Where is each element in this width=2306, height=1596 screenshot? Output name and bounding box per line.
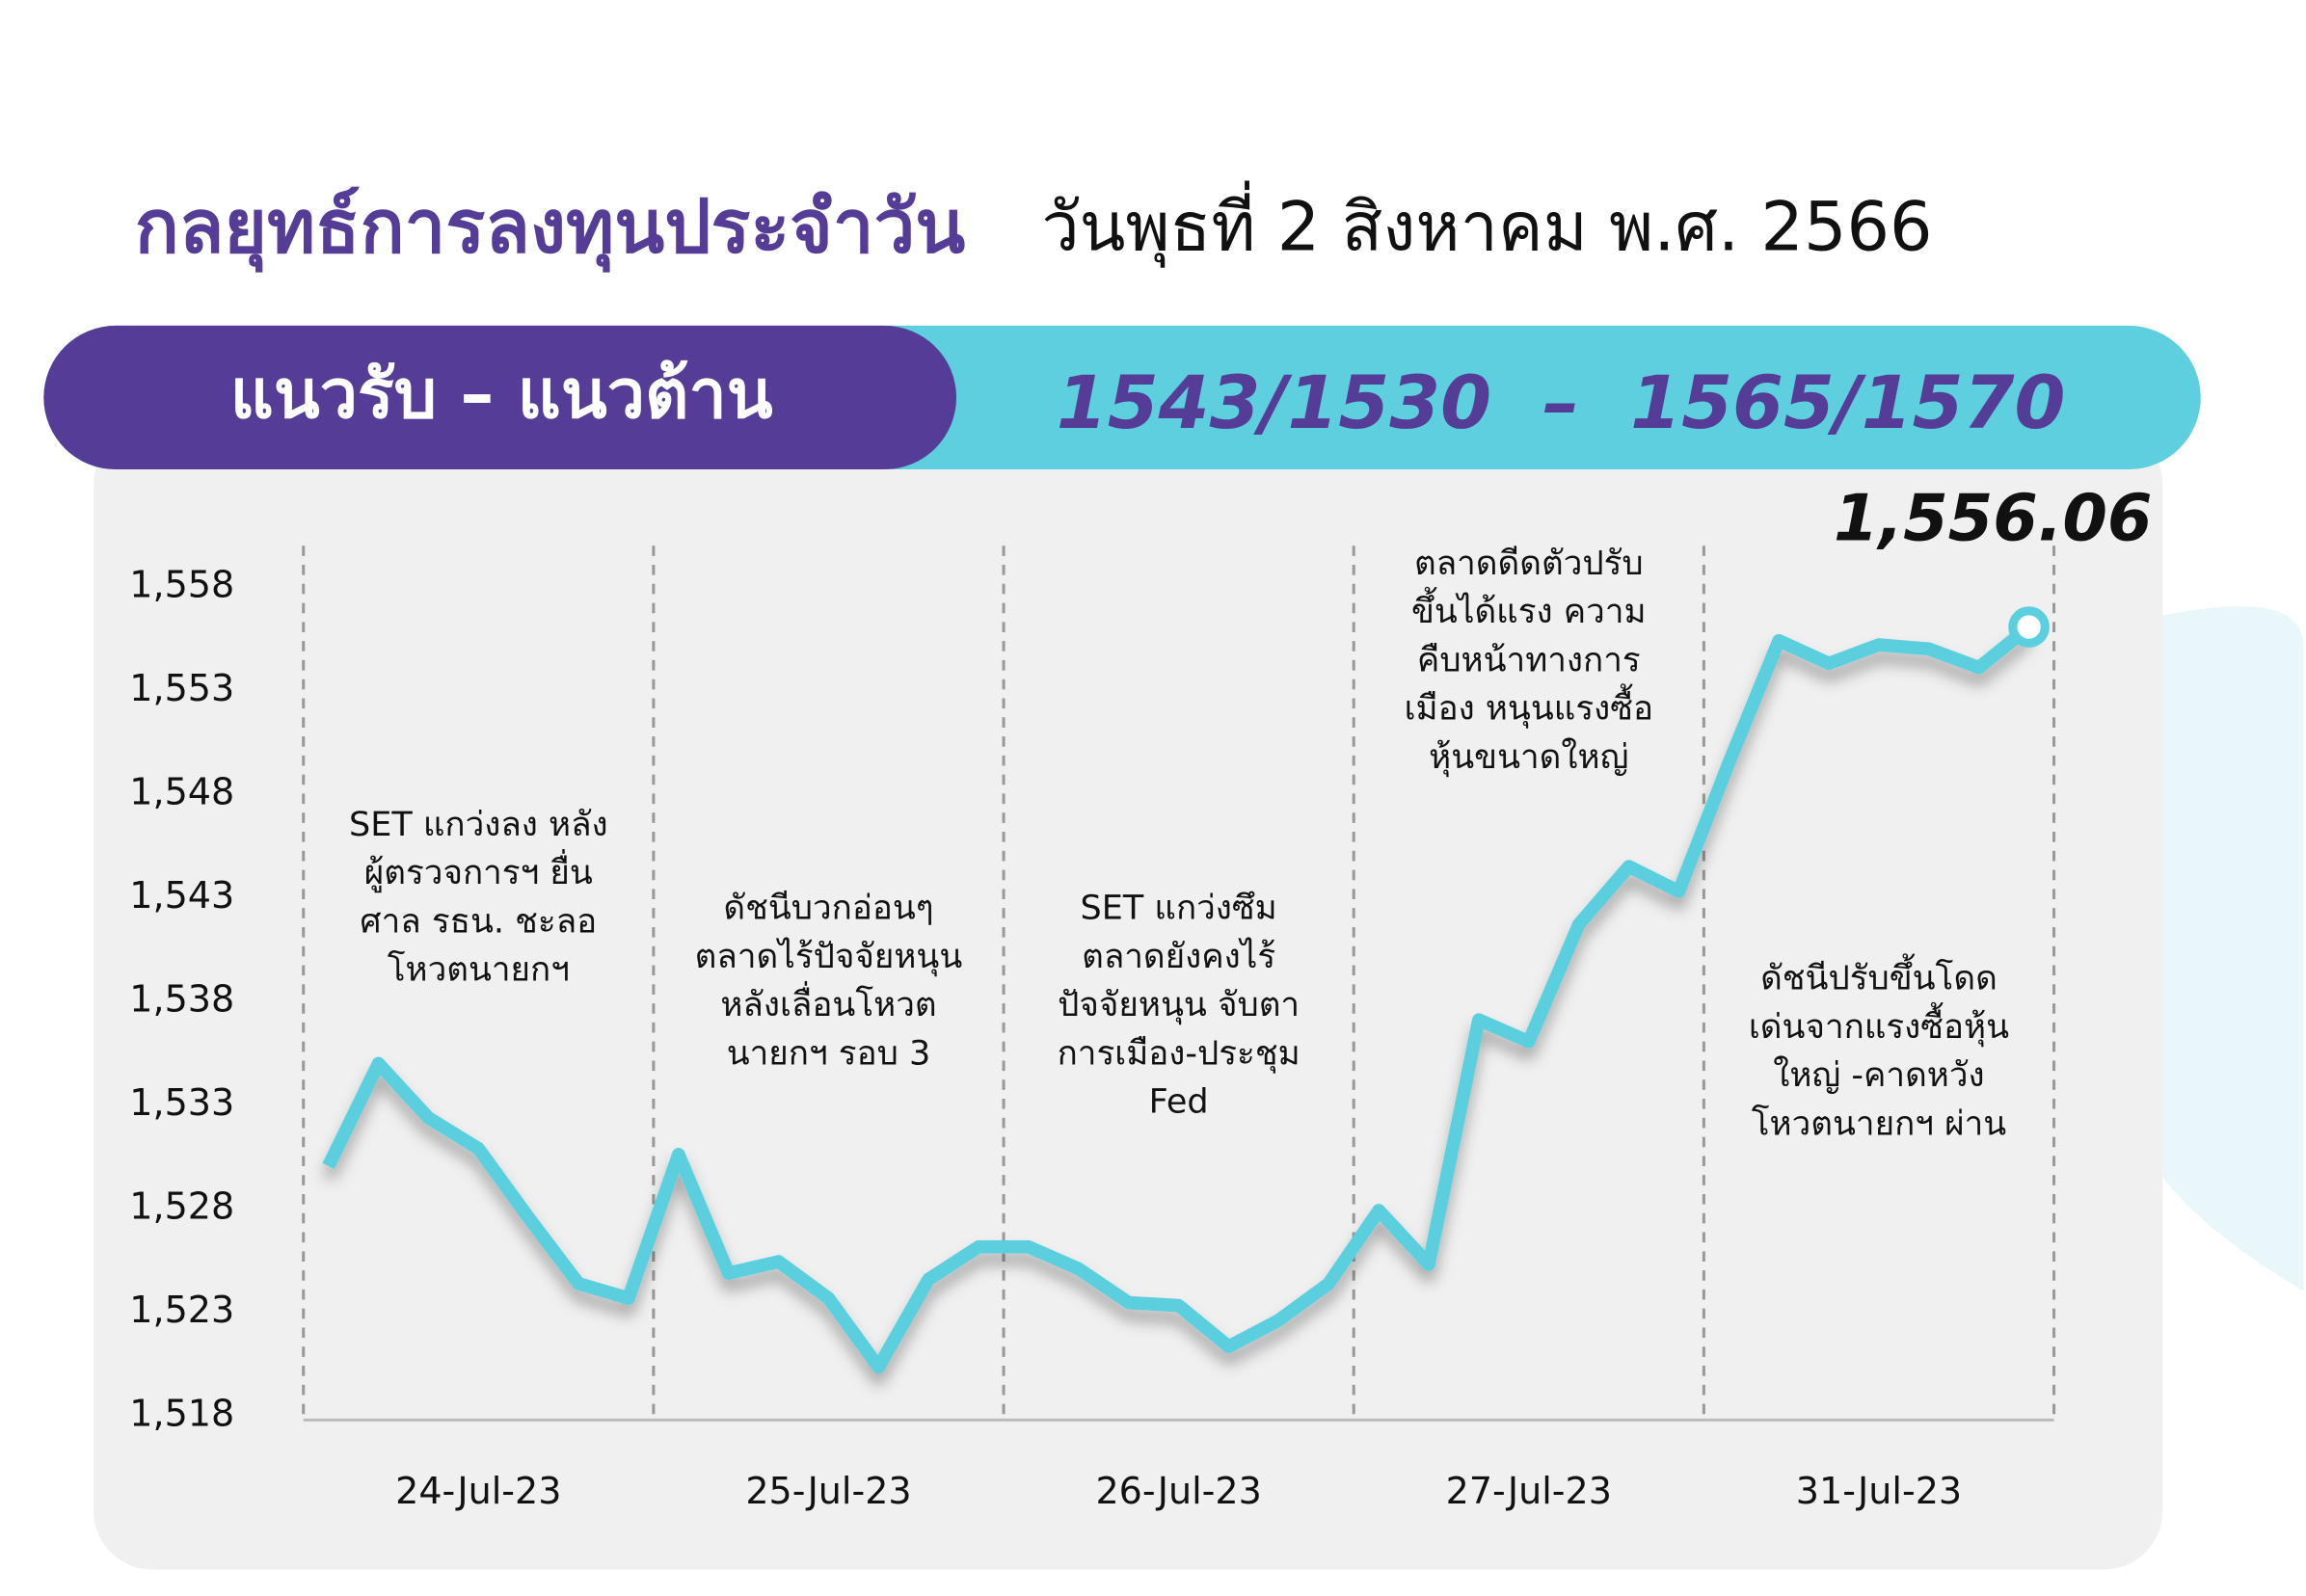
annotation: หุ้นขนาดใหญ่ xyxy=(1429,737,1628,777)
band-pill xyxy=(43,325,957,470)
annotation: ดัชนีบวกอ่อนๆ xyxy=(723,890,933,928)
last-point xyxy=(2008,606,2050,648)
x-tick-label: 25-Jul-23 xyxy=(745,1470,911,1512)
annotation: ปัจจัยหนุน จับตา xyxy=(1058,986,1300,1024)
band-label: แนวรับ – แนวต้าน xyxy=(230,355,773,434)
annotation: ตลาดไร้ปัจจัยหนุน xyxy=(695,937,963,976)
band-levels: 1543/1530 – 1565/1570 xyxy=(1057,359,2066,445)
y-tick-label: 1,558 xyxy=(129,563,234,605)
annotation: SET แกว่งซึม xyxy=(1081,890,1277,928)
annotation: การเมือง-ประชุม xyxy=(1058,1034,1300,1073)
annotation: Fed xyxy=(1149,1083,1209,1122)
y-tick-label: 1,518 xyxy=(129,1392,234,1434)
x-tick-label: 27-Jul-23 xyxy=(1446,1470,1612,1512)
x-tick-label: 26-Jul-23 xyxy=(1095,1470,1261,1512)
y-tick-label: 1,528 xyxy=(129,1184,234,1227)
annotation: ตลาดดีดตัวปรับ xyxy=(1414,545,1644,583)
annotation: ดัชนีปรับขึ้นโดด xyxy=(1760,953,1998,998)
annotation: หลังเลื่อนโหวต xyxy=(720,981,936,1024)
annotation: ใหญ่ -คาดหวัง xyxy=(1773,1055,1984,1095)
chart-title: กลยุทธ์การลงทุนประจำวัน xyxy=(135,183,966,273)
y-tick-label: 1,548 xyxy=(129,770,234,812)
annotation: ขึ้นได้แรง ความ xyxy=(1411,586,1647,631)
y-tick-label: 1,523 xyxy=(129,1289,234,1331)
annotation: โหวตนายกฯ xyxy=(388,950,570,990)
decor xyxy=(2159,606,2304,1291)
line-series xyxy=(322,622,2033,1374)
annotation: ตลาดยังคงไร้ xyxy=(1082,937,1275,976)
annotation: นายกฯ รอบ 3 xyxy=(727,1034,931,1073)
chart-subtitle: วันพุธที่ 2 สิงหาคม พ.ศ. 2566 xyxy=(1041,181,1932,269)
value-label: 1,556.06 xyxy=(1834,480,2152,555)
y-tick-label: 1,553 xyxy=(129,667,234,709)
annotation: SET แกว่งลง หลัง xyxy=(349,806,608,844)
annotation: เมือง หนุนแรงซื้อ xyxy=(1405,683,1653,729)
x-tick-label: 24-Jul-23 xyxy=(395,1470,561,1512)
annotation: โหวตนายกฯ ผ่าน xyxy=(1752,1104,2006,1143)
annotation: ผู้ตรวจการฯ ยื่น xyxy=(364,849,593,892)
annotation: ศาล รธน. ชะลอ xyxy=(360,902,597,941)
y-tick-label: 1,538 xyxy=(129,977,234,1020)
y-tick-label: 1,543 xyxy=(129,874,234,917)
annotation: เด่นจากแรงซื้อหุ้น xyxy=(1749,1001,2009,1047)
plot-panel xyxy=(94,425,2163,1570)
x-tick-label: 31-Jul-23 xyxy=(1796,1470,1962,1512)
y-tick-label: 1,533 xyxy=(129,1081,234,1124)
annotation: คืบหน้าทางการ xyxy=(1417,641,1641,679)
